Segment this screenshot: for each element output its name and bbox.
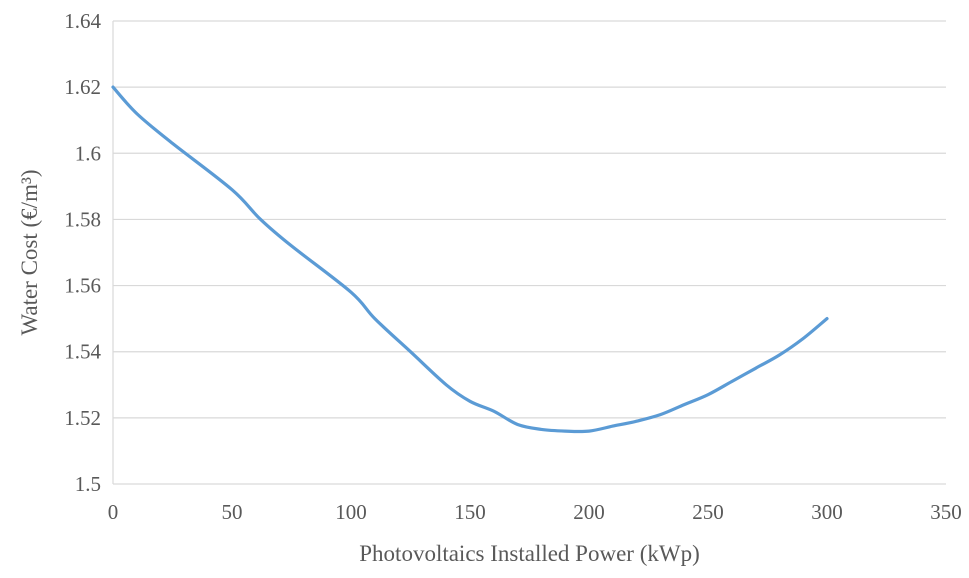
y-axis-title: Water Cost (€/m³): [17, 169, 42, 335]
x-tick-label: 350: [930, 500, 962, 524]
x-tick-labels: 0 50 100 150 200 250 300 350: [108, 500, 962, 524]
y-tick-label: 1.52: [64, 406, 101, 430]
x-tick-label: 50: [222, 500, 243, 524]
x-tick-label: 300: [811, 500, 843, 524]
x-tick-label: 0: [108, 500, 119, 524]
y-tick-label: 1.62: [64, 75, 101, 99]
series-lines: [111, 85, 829, 434]
gridlines: [113, 20, 946, 419]
y-tick-label: 1.6: [75, 141, 101, 165]
y-tick-labels: 1.5 1.52 1.54 1.56 1.58 1.6 1.62 1.64: [64, 9, 101, 496]
x-tick-label: 250: [692, 500, 724, 524]
y-tick-label: 1.56: [64, 274, 101, 298]
y-tick-label: 1.5: [75, 472, 101, 496]
x-tick-label: 150: [454, 500, 486, 524]
axes: [112, 21, 946, 485]
x-tick-label: 200: [573, 500, 605, 524]
x-tick-label: 100: [335, 500, 367, 524]
y-tick-label: 1.54: [64, 340, 101, 364]
y-tick-label: 1.58: [64, 207, 101, 231]
y-tick-label: 1.64: [64, 9, 101, 33]
x-axis-title: Photovoltaics Installed Power (kWp): [359, 541, 699, 566]
series-line-0: [111, 85, 829, 434]
